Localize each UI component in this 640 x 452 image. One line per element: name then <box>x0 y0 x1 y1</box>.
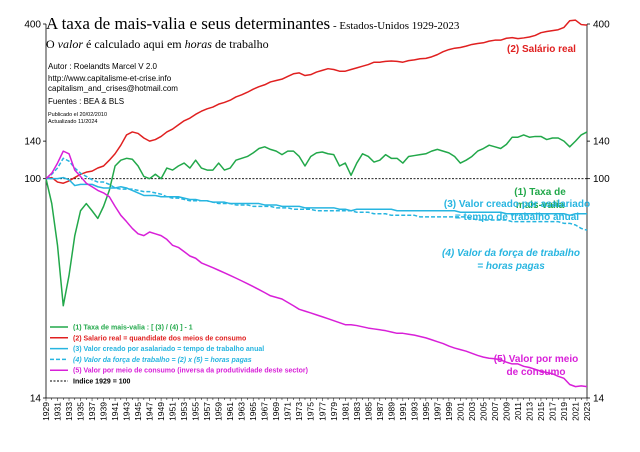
legend-item-label: (3) Valor creado por asalariado = tempo … <box>73 346 264 353</box>
x-tick-label: 1937 <box>87 402 97 421</box>
x-tick-label: 1977 <box>317 402 327 421</box>
chart-title-suffix: - Estados-Unidos 1929-2023 <box>330 20 460 32</box>
y-tick-label-right: 14 <box>593 394 605 405</box>
legend-item-label: (4) Valor da força de trabalho = (2) x (… <box>73 357 252 364</box>
y-tick-label-right: 100 <box>593 174 610 185</box>
x-tick-label: 1991 <box>398 402 408 421</box>
series-label-1: mais-valia <box>516 200 565 211</box>
x-tick-label: 2017 <box>547 402 557 421</box>
series-line-5 <box>45 150 588 388</box>
x-tick-label: 1951 <box>168 402 178 421</box>
x-tick-label: 1973 <box>294 402 304 421</box>
x-tick-label: 1933 <box>64 402 74 421</box>
chart-subtitle: O valor é calculado aqui em horas de tra… <box>46 37 269 51</box>
x-tick-label: 1967 <box>260 402 270 421</box>
x-tick-label: 2001 <box>455 402 465 421</box>
x-tick-label: 1957 <box>202 402 212 421</box>
x-tick-label: 1987 <box>375 402 385 421</box>
series-line-1 <box>45 131 588 307</box>
x-tick-label: 1959 <box>214 402 224 421</box>
x-tick-label: 2021 <box>570 402 580 421</box>
subtitle-valor: valor <box>58 37 84 51</box>
legend-item-label: (2) Salario real = quandidate dos meios … <box>73 335 246 342</box>
y-tick-label-left: 100 <box>24 174 41 185</box>
series-label-3: (3) Valor creado por asalariado <box>444 199 590 210</box>
x-tick-label: 2003 <box>467 402 477 421</box>
meta-updated: Actualizado 11/2024 <box>48 119 97 125</box>
meta-author: Autor : Roelandts Marcel V 2.0 <box>48 62 157 71</box>
x-tick-label: 2019 <box>559 402 569 421</box>
x-tick-label: 1983 <box>352 402 362 421</box>
y-tick-label-left: 14 <box>30 394 42 405</box>
meta-published: Publicado el 20/02/2010 <box>48 112 107 118</box>
series-labels: (1) Taxa de mais-valia (2) Salário real (3)… <box>442 44 590 378</box>
x-tick-label: 2009 <box>501 402 511 421</box>
x-tick-label: 1989 <box>386 402 396 421</box>
x-tick-label: 1947 <box>145 402 155 421</box>
subtitle-horas: horas <box>185 37 213 51</box>
x-tick-label: 1985 <box>363 402 373 421</box>
subtitle-end: de trabalho <box>212 37 269 51</box>
subtitle-prefix: O <box>46 37 58 51</box>
series-label-3: = tempo de trabalho anual <box>455 212 579 223</box>
y-tick-label-right: 400 <box>593 20 610 31</box>
x-tick-label: 1949 <box>156 402 166 421</box>
x-tick-label: 1969 <box>271 402 281 421</box>
series-label-2: (2) Salário real <box>507 44 576 55</box>
y-tick-label-left: 400 <box>24 20 41 31</box>
legend-item-label: (5) Valor por meio de consumo (inversa d… <box>73 368 308 375</box>
x-tick-label: 1929 <box>41 402 51 421</box>
series-label-4: = horas pagas <box>477 261 545 272</box>
subtitle-mid: é calculado aqui em <box>83 37 185 51</box>
series-line-2 <box>45 19 588 184</box>
x-tick-label: 1953 <box>179 402 189 421</box>
x-tick-label: 1965 <box>248 402 258 421</box>
y-tick-label-right: 140 <box>593 137 610 148</box>
x-tick-label: 2005 <box>478 402 488 421</box>
x-tick-label: 1979 <box>329 402 339 421</box>
x-tick-label: 1931 <box>53 402 63 421</box>
legend: (1) Taxa de mais-valia : [ (3) / (4) ] -… <box>50 325 308 386</box>
x-tick-label: 2011 <box>513 402 523 421</box>
x-tick-label: 1943 <box>122 402 132 421</box>
x-tick-label: 1981 <box>340 402 350 421</box>
x-tick-label: 1971 <box>283 402 293 421</box>
x-tick-label: 2023 <box>582 402 592 421</box>
x-tick-label: 1945 <box>133 402 143 421</box>
series-label-1: (1) Taxa de <box>514 187 566 198</box>
x-tick-label: 1993 <box>409 402 419 421</box>
x-tick-label: 1935 <box>76 402 86 421</box>
legend-item-label: Indice 1929 = 100 <box>73 379 131 386</box>
meta-email: capitalism_and_crises@hotmail.com <box>48 84 178 93</box>
x-tick-label: 1939 <box>99 402 109 421</box>
x-tick-label: 1999 <box>444 402 454 421</box>
x-tick-label: 1975 <box>306 402 316 421</box>
legend-item-label: (1) Taxa de mais-valia : [ (3) / (4) ] -… <box>73 325 193 332</box>
x-tick-label: 1963 <box>237 402 247 421</box>
y-tick-label-left: 140 <box>24 137 41 148</box>
series-group <box>45 19 588 388</box>
series-label-5: de consumo <box>507 367 566 378</box>
x-tick-label: 2007 <box>490 402 500 421</box>
series-line-3 <box>46 176 587 217</box>
x-tick-label: 1955 <box>191 402 201 421</box>
series-label-5: (5) Valor por meio <box>494 354 578 365</box>
x-tick-label: 2013 <box>524 402 534 421</box>
x-tick-label: 1997 <box>432 402 442 421</box>
meta-url: http://www.capitalisme-et-crise.info <box>48 74 172 83</box>
series-label-4: (4) Valor da força de trabalho <box>442 248 580 259</box>
x-tick-label: 1941 <box>110 402 120 421</box>
chart-title-main: A taxa de mais-valia e seus determinante… <box>46 14 330 33</box>
x-tick-label: 1995 <box>421 402 431 421</box>
series-line-4 <box>45 157 588 231</box>
x-tick-label: 2015 <box>536 402 546 421</box>
x-tick-label: 1961 <box>225 402 235 421</box>
meta-sources: Fuentes : BEA & BLS <box>48 97 124 106</box>
chart-title: A taxa de mais-valia e seus determinante… <box>46 14 460 33</box>
